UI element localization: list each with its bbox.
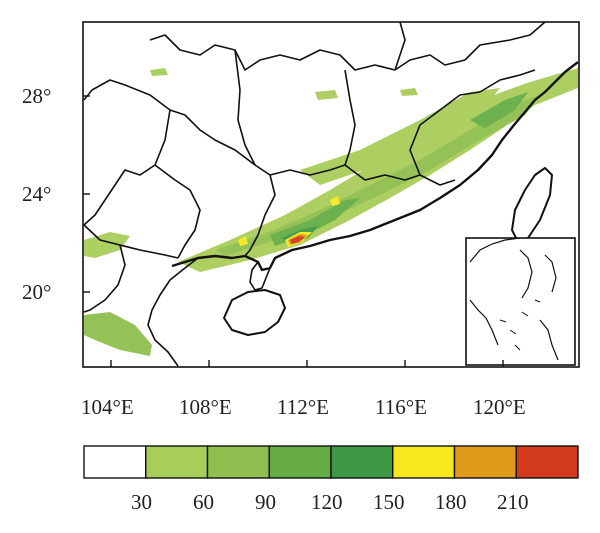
rain-red: [290, 236, 305, 244]
legend-label-150: 150: [373, 490, 405, 514]
lon-ticks: [110, 360, 504, 367]
legend-swatch-2: [206, 445, 270, 479]
rain-southwest-patch: [84, 312, 152, 356]
province-border-11: [394, 22, 406, 71]
rainfall-shading: [84, 68, 578, 356]
province-border-10: [83, 89, 93, 101]
rain-small-2: [400, 88, 418, 96]
province-border-9: [244, 174, 276, 257]
legend-swatch-4: [330, 445, 394, 479]
legend-swatch-1: [145, 445, 209, 479]
legend-label-90: 90: [255, 490, 276, 514]
province-border-4: [344, 69, 421, 181]
rain-band-north: [300, 88, 500, 185]
lon-label-104: 104°E: [81, 395, 134, 419]
legend-label-60: 60: [193, 490, 214, 514]
province-border-14: [83, 224, 179, 259]
lon-label-120: 120°E: [473, 395, 526, 419]
province-border-7: [83, 109, 171, 226]
inset-map: [465, 237, 576, 366]
rain-small-5: [238, 236, 248, 246]
inset-coastline: [469, 237, 559, 361]
province-border-3: [234, 49, 256, 166]
legend-swatch-5: [392, 445, 456, 479]
china-coastline: [171, 61, 579, 272]
legend-swatch-0: [83, 445, 147, 479]
lat-label-24: 24°: [22, 182, 52, 206]
lon-label-112: 112°E: [277, 395, 329, 419]
province-border-15: [83, 244, 126, 313]
rain-small-1: [315, 90, 338, 100]
province-border-6: [419, 174, 456, 186]
province-border-8: [154, 164, 201, 259]
province-border-13: [479, 69, 536, 93]
province-border-5: [409, 91, 481, 176]
lat-label-20: 20°: [22, 280, 52, 304]
province-border-1: [91, 79, 346, 176]
inset-islands: [499, 299, 541, 351]
lat-ticks: [83, 95, 90, 293]
rain-west-patch: [84, 232, 130, 258]
legend-swatch-7: [515, 445, 579, 479]
legend-swatch-3: [268, 445, 332, 479]
lon-label-108: 108°E: [179, 395, 232, 419]
coastline-and-borders: [83, 22, 579, 367]
legend-colorbar: [83, 445, 579, 479]
rain-small-6: [330, 196, 340, 206]
hainan-island: [223, 289, 286, 336]
taiwan-island: [511, 167, 553, 243]
province-border-12: [464, 22, 546, 61]
legend-label-210: 210: [497, 490, 529, 514]
legend-label-180: 180: [435, 490, 467, 514]
rain-small-3: [150, 68, 168, 76]
lat-label-28: 28°: [22, 84, 52, 108]
vietnam-coast: [147, 257, 199, 367]
legend-label-30: 30: [131, 490, 152, 514]
lon-label-116: 116°E: [375, 395, 427, 419]
province-border-2: [149, 34, 466, 71]
leizhou-peninsula: [249, 261, 271, 291]
map-area: [83, 22, 579, 367]
rain-band-northeast-core: [470, 92, 528, 128]
legend-label-120: 120: [311, 490, 343, 514]
legend-swatch-6: [453, 445, 517, 479]
